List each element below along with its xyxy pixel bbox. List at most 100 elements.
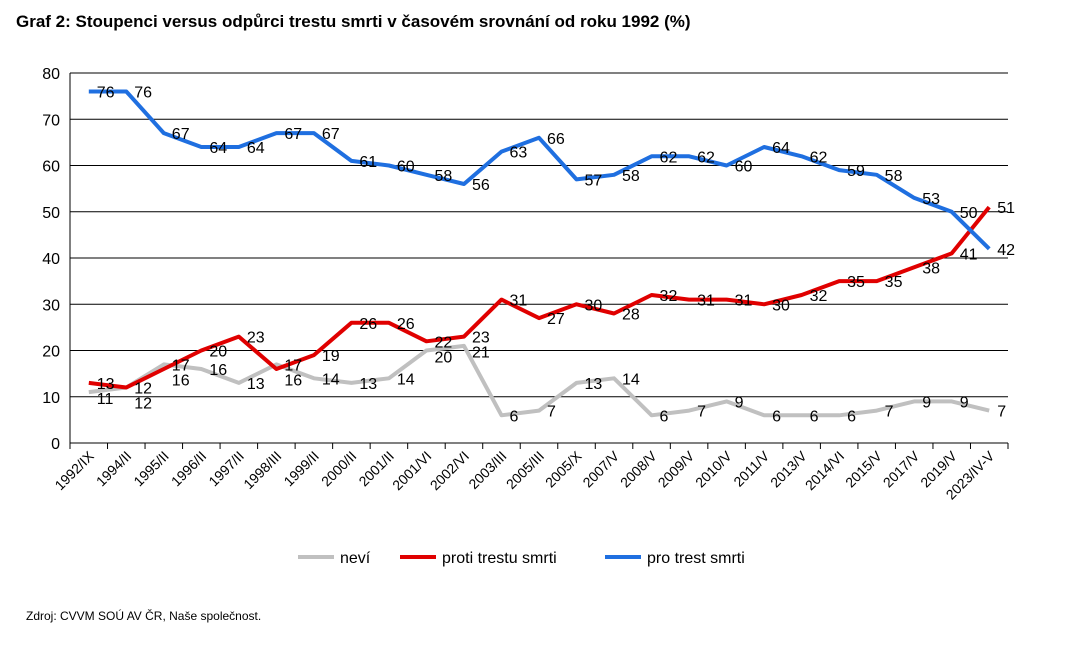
y-tick-label: 60 bbox=[42, 159, 60, 176]
data-label: 58 bbox=[622, 168, 640, 185]
x-tick-label: 2000/II bbox=[318, 448, 360, 490]
data-label: 60 bbox=[397, 159, 415, 176]
data-label: 17 bbox=[284, 357, 302, 374]
data-label: 41 bbox=[960, 246, 978, 263]
data-label: 20 bbox=[434, 349, 452, 366]
x-tick-label: 2008/V bbox=[617, 447, 660, 490]
series-line-0 bbox=[88, 343, 990, 418]
x-tick-label: 2002/VI bbox=[427, 448, 472, 493]
data-label: 76 bbox=[134, 85, 152, 102]
data-label: 13 bbox=[97, 376, 115, 393]
data-label: 63 bbox=[509, 145, 527, 162]
x-tick-label: 2009/V bbox=[655, 447, 698, 490]
y-tick-label: 10 bbox=[42, 390, 60, 407]
x-tick-label: 1998/III bbox=[240, 448, 284, 492]
data-label: 38 bbox=[922, 260, 940, 277]
data-label: 13 bbox=[359, 376, 377, 393]
data-label: 35 bbox=[885, 274, 903, 291]
data-label: 53 bbox=[922, 191, 940, 208]
data-label: 17 bbox=[172, 357, 190, 374]
x-tick-label: 2005/III bbox=[503, 448, 547, 492]
data-label: 19 bbox=[322, 348, 340, 365]
line-chart: 010203040506070801992/IX1994/II1995/II19… bbox=[42, 66, 1015, 567]
legend-label: neví bbox=[340, 550, 371, 567]
legend-label: pro trest smrti bbox=[647, 550, 745, 567]
data-label: 6 bbox=[772, 408, 781, 425]
data-label: 31 bbox=[697, 293, 715, 310]
data-label: 35 bbox=[847, 274, 865, 291]
data-label: 67 bbox=[322, 126, 340, 143]
data-label: 26 bbox=[359, 316, 377, 333]
data-label: 13 bbox=[585, 376, 603, 393]
data-label: 27 bbox=[547, 311, 565, 328]
series-line-2 bbox=[88, 89, 991, 251]
data-label: 7 bbox=[997, 404, 1006, 421]
y-tick-label: 50 bbox=[42, 205, 60, 222]
data-label: 30 bbox=[585, 297, 603, 314]
data-label: 64 bbox=[209, 140, 227, 157]
data-label: 32 bbox=[810, 288, 828, 305]
data-label: 62 bbox=[810, 149, 828, 166]
y-tick-label: 40 bbox=[42, 251, 60, 268]
data-label: 12 bbox=[134, 396, 152, 413]
x-tick-label: 1996/II bbox=[168, 448, 210, 490]
x-tick-label: 1999/II bbox=[280, 448, 322, 490]
series-layer bbox=[88, 89, 991, 418]
data-label: 7 bbox=[547, 404, 556, 421]
data-label: 7 bbox=[697, 404, 706, 421]
data-label: 64 bbox=[247, 140, 265, 157]
data-label: 16 bbox=[209, 362, 227, 379]
data-label: 9 bbox=[960, 394, 969, 411]
x-tick-label: 1994/II bbox=[93, 448, 135, 490]
x-tick-label: 2017/V bbox=[880, 447, 923, 490]
data-label: 26 bbox=[397, 316, 415, 333]
data-label: 6 bbox=[810, 408, 819, 425]
data-label: 67 bbox=[172, 126, 190, 143]
data-label: 13 bbox=[247, 376, 265, 393]
data-label: 23 bbox=[472, 330, 490, 347]
data-label: 76 bbox=[97, 85, 115, 102]
data-label: 51 bbox=[997, 200, 1015, 217]
data-label: 9 bbox=[922, 394, 931, 411]
data-label: 14 bbox=[397, 371, 415, 388]
data-label: 61 bbox=[359, 154, 377, 171]
data-label: 22 bbox=[434, 334, 452, 351]
x-tick-label: 1992/IX bbox=[51, 447, 97, 493]
y-tick-label: 30 bbox=[42, 297, 60, 314]
source-note: Zdroj: CVVM SOÚ AV ČR, Naše společnost. bbox=[26, 609, 262, 623]
series-line-1 bbox=[88, 205, 991, 390]
data-label: 30 bbox=[772, 297, 790, 314]
data-label: 16 bbox=[284, 372, 302, 389]
data-label: 11 bbox=[97, 391, 114, 408]
x-tick-label: 2005/X bbox=[542, 447, 585, 490]
data-label: 31 bbox=[509, 293, 527, 310]
y-tick-label: 20 bbox=[42, 344, 60, 361]
data-label: 62 bbox=[697, 149, 715, 166]
data-label: 59 bbox=[847, 163, 865, 180]
data-label: 14 bbox=[322, 371, 340, 388]
data-label: 42 bbox=[997, 242, 1015, 259]
data-label: 67 bbox=[284, 126, 302, 143]
data-label: 50 bbox=[960, 205, 978, 222]
x-tick-label: 2010/V bbox=[692, 447, 735, 490]
chart-title: Graf 2: Stoupenci versus odpůrci trestu … bbox=[16, 12, 691, 31]
x-tick-label: 2015/V bbox=[842, 447, 885, 490]
data-label: 66 bbox=[547, 131, 565, 148]
data-label: 57 bbox=[585, 172, 603, 189]
data-label: 62 bbox=[660, 149, 678, 166]
data-label: 6 bbox=[509, 408, 518, 425]
data-label: 14 bbox=[622, 371, 640, 388]
data-label: 9 bbox=[735, 394, 744, 411]
data-label: 20 bbox=[209, 344, 227, 361]
data-label: 12 bbox=[134, 381, 152, 398]
data-label: 58 bbox=[885, 168, 903, 185]
x-tick-label: 1997/II bbox=[205, 448, 247, 490]
y-tick-label: 0 bbox=[51, 436, 60, 453]
data-label: 58 bbox=[434, 168, 452, 185]
data-label: 6 bbox=[847, 408, 856, 425]
data-label: 23 bbox=[247, 330, 265, 347]
data-label: 21 bbox=[472, 345, 490, 362]
data-label: 31 bbox=[735, 293, 753, 310]
y-tick-label: 80 bbox=[42, 66, 60, 83]
